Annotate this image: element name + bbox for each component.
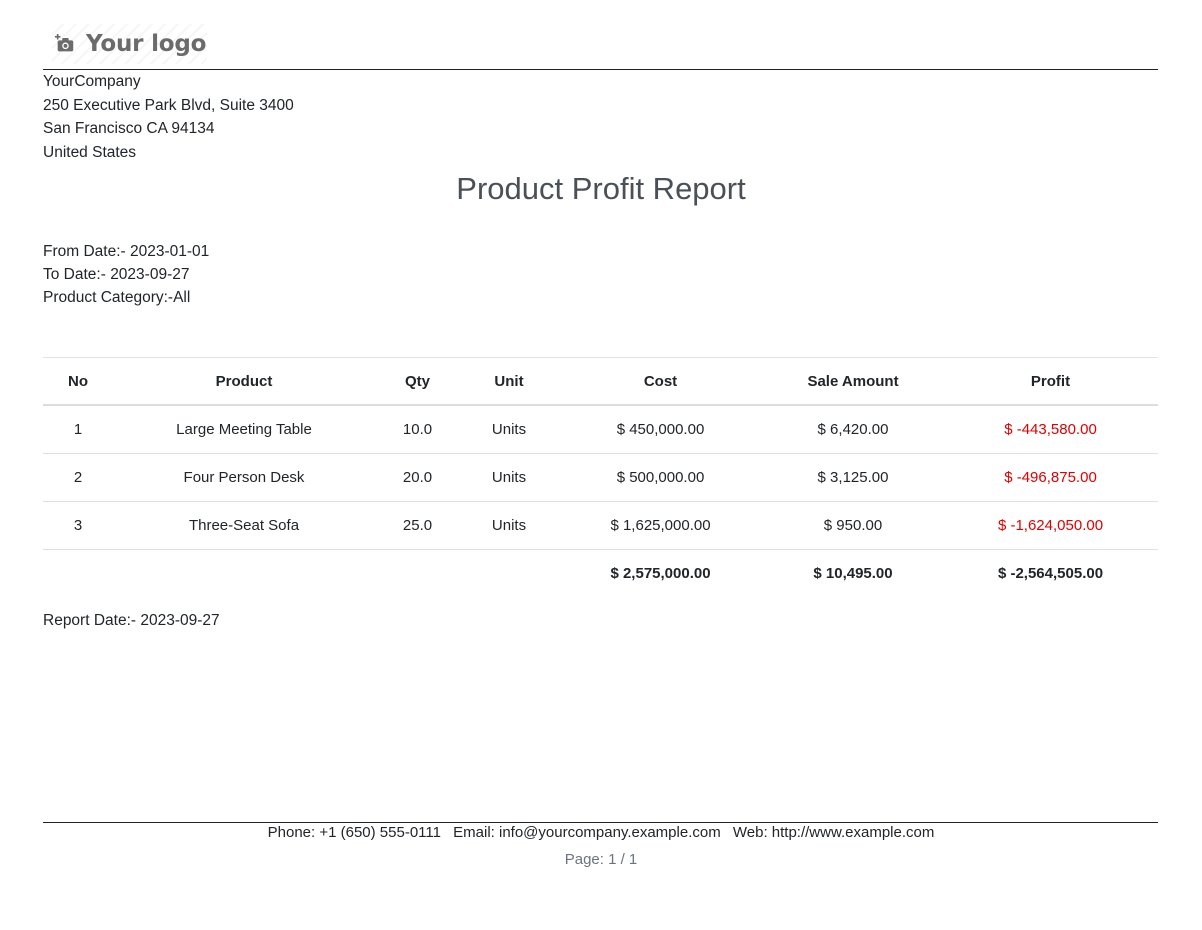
total-profit: $ -2,564,505.00	[997, 565, 1104, 582]
cell-qty: 10.0	[375, 405, 460, 454]
cell-qty: 20.0	[375, 453, 460, 502]
company-address: YourCompany 250 Executive Park Blvd, Sui…	[43, 70, 294, 164]
totals-row: $ 2,575,000.00 $ 10,495.00 $ -2,564,505.…	[43, 550, 1158, 598]
table-row: 3 Three-Seat Sofa 25.0 Units $ 1,625,000…	[43, 501, 1158, 550]
cell-unit: Units	[460, 501, 558, 550]
cell-product: Four Person Desk	[113, 453, 375, 502]
table-row: 1 Large Meeting Table 10.0 Units $ 450,0…	[43, 405, 1158, 454]
footer-divider	[43, 822, 1158, 823]
cell-profit: $ -1,624,050.00	[943, 501, 1158, 550]
camera-plus-icon	[54, 34, 74, 52]
page-number: Page: 1 / 1	[564, 851, 638, 868]
cell-cost: $ 1,625,000.00	[558, 501, 763, 550]
company-logo: Your logo	[52, 24, 207, 64]
cell-sale-amount: $ 950.00	[763, 501, 943, 550]
footer-phone: Phone: +1 (650) 555-0111	[267, 824, 441, 841]
table-row: 2 Four Person Desk 20.0 Units $ 500,000.…	[43, 453, 1158, 502]
cell-unit: Units	[460, 453, 558, 502]
to-date: To Date:- 2023-09-27	[43, 266, 190, 283]
footer-contacts: Phone: +1 (650) 555-0111 Email: info@you…	[0, 824, 1202, 841]
profit-table: No Product Qty Unit Cost Sale Amount Pro…	[43, 357, 1158, 597]
logo-text: Your logo	[86, 31, 207, 57]
header-divider	[43, 69, 1158, 70]
cell-sale-amount: $ 3,125.00	[763, 453, 943, 502]
footer-email: Email: info@yourcompany.example.com	[453, 824, 721, 841]
header-cost: Cost	[558, 357, 763, 406]
company-name: YourCompany	[43, 73, 141, 90]
report-filters: From Date:- 2023-01-01 To Date:- 2023-09…	[43, 240, 209, 309]
cell-profit: $ -496,875.00	[943, 453, 1158, 502]
table-header-row: No Product Qty Unit Cost Sale Amount Pro…	[43, 357, 1158, 406]
company-country: United States	[43, 143, 137, 161]
cell-cost: $ 500,000.00	[558, 453, 763, 502]
header-unit: Unit	[460, 357, 558, 406]
cell-qty: 25.0	[375, 501, 460, 550]
cell-no: 3	[43, 501, 113, 550]
cell-cost: $ 450,000.00	[558, 405, 763, 454]
total-sale-amount: $ 10,495.00	[813, 565, 893, 582]
cell-product: Large Meeting Table	[113, 405, 375, 454]
cell-sale-amount: $ 6,420.00	[763, 405, 943, 454]
report-title: Product Profit Report	[456, 171, 746, 206]
company-city: San Francisco CA 94134	[43, 120, 215, 137]
footer-web: Web: http://www.example.com	[732, 824, 935, 841]
from-date: From Date:- 2023-01-01	[43, 243, 210, 260]
header-sale-amount: Sale Amount	[763, 357, 943, 406]
report-date: Report Date:- 2023-09-27	[43, 612, 220, 629]
cell-no: 2	[43, 453, 113, 502]
company-street: 250 Executive Park Blvd, Suite 3400	[43, 96, 294, 114]
header-no: No	[43, 357, 113, 406]
total-cost: $ 2,575,000.00	[610, 565, 711, 582]
product-category: Product Category:-All	[43, 289, 191, 306]
cell-unit: Units	[460, 405, 558, 454]
header-qty: Qty	[375, 357, 460, 406]
header-profit: Profit	[943, 357, 1158, 406]
header-product: Product	[113, 357, 375, 406]
cell-profit: $ -443,580.00	[943, 405, 1158, 454]
cell-product: Three-Seat Sofa	[113, 501, 375, 550]
cell-no: 1	[43, 405, 113, 454]
